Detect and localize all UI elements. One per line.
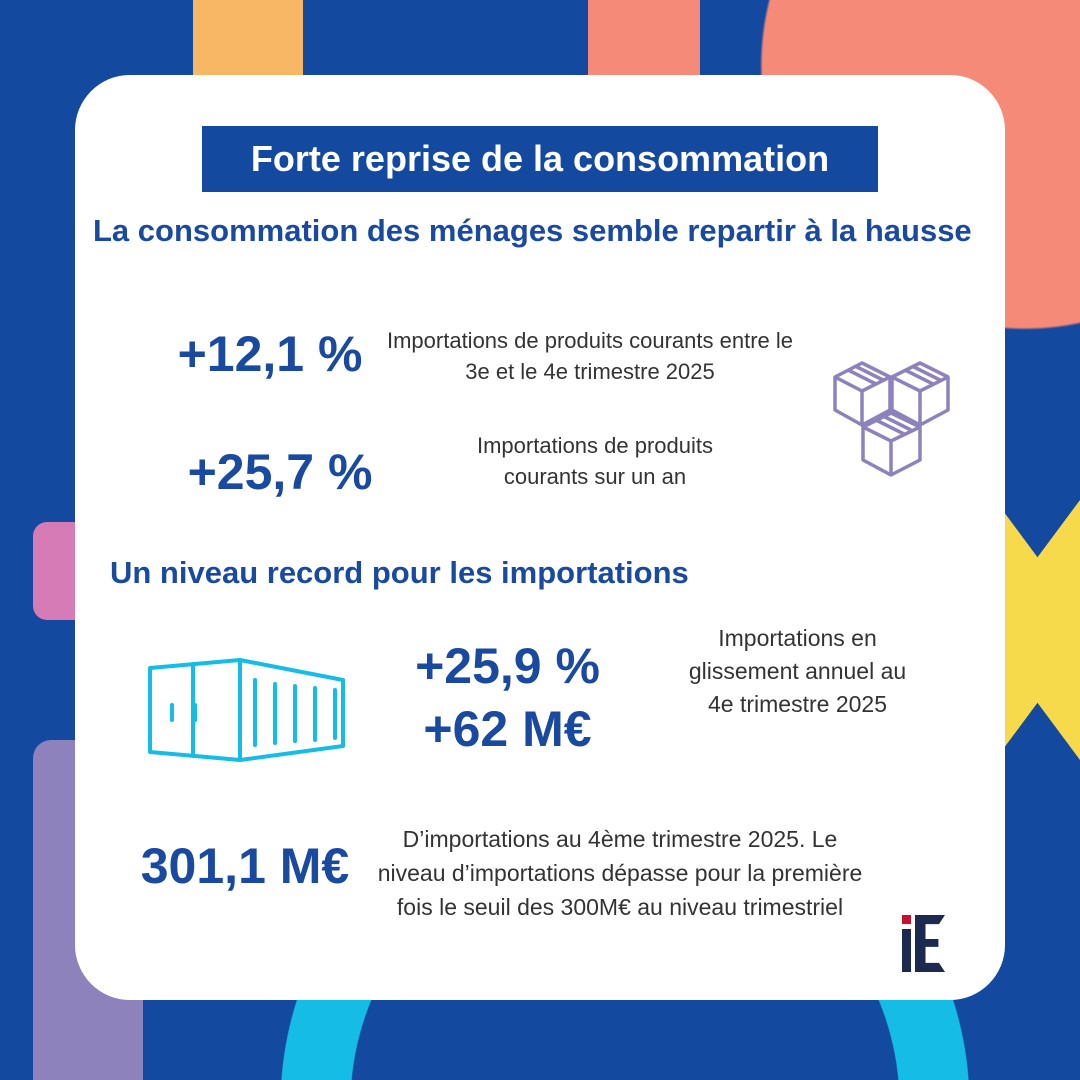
container-icon bbox=[148, 658, 345, 762]
section-heading-imports: Un niveau record pour les importations bbox=[110, 555, 689, 590]
ie-logo bbox=[902, 915, 947, 972]
bg-salmon-bar bbox=[588, 0, 700, 80]
stat-annual-imports-percent: +25,9 % bbox=[415, 638, 600, 694]
stat-annual-imports-amount: +62 M€ bbox=[423, 701, 592, 757]
page-title: Forte reprise de la consommation bbox=[202, 126, 878, 192]
info-card bbox=[75, 75, 1005, 1000]
ie-logo-i-stem bbox=[902, 929, 911, 972]
stat-yearly-growth: +25,7 % bbox=[187, 444, 373, 500]
stat-annual-imports-label: Importations en glissement annuel au 4e … bbox=[688, 625, 907, 717]
stat-quarterly-growth: +12,1 % bbox=[177, 326, 363, 382]
bg-yellow-chevron bbox=[995, 500, 1080, 760]
bg-orange-bar bbox=[193, 0, 303, 80]
ie-logo-e bbox=[915, 915, 945, 972]
boxes-icon bbox=[833, 361, 950, 477]
stat-yearly-label: Importations de produits courants sur un… bbox=[476, 433, 714, 489]
stat-record-label: D’importations au 4ème trimestre 2025. L… bbox=[377, 826, 863, 920]
ie-logo-dot bbox=[902, 915, 911, 924]
stat-quarterly-label: Importations de produits courants entre … bbox=[386, 328, 793, 384]
section-heading-consumption: La consommation des ménages semble repar… bbox=[93, 213, 972, 248]
stat-record-imports: 301,1 M€ bbox=[140, 838, 350, 894]
